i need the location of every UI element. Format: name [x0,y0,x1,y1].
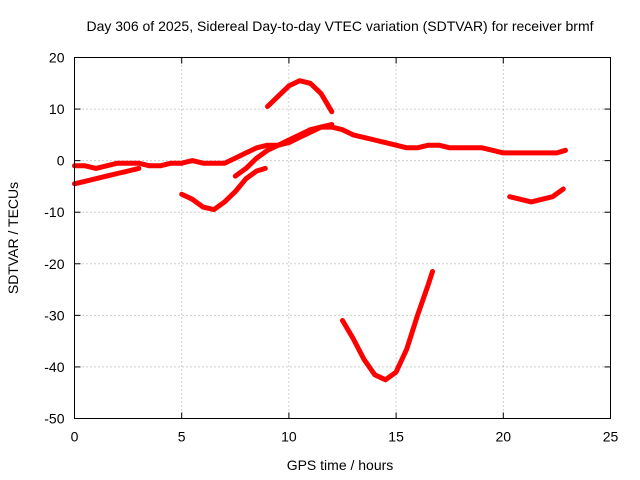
y-tick-label: 10 [49,101,65,117]
series-track-rise-9h [232,122,335,179]
x-axis-label: GPS time / hours [287,457,394,473]
series-track-deep-dip [340,269,435,383]
y-tick-label: -10 [44,204,64,220]
y-axis-label: SDTVAR / TECUs [5,182,21,294]
y-tick-label: -40 [44,359,64,375]
axis-ticks: 0 5 10 15 20 25 20 10 0 -10 -20 -30 -40 -50 [44,50,618,445]
x-tick-label: 10 [281,429,297,445]
x-tick-label: 20 [496,429,512,445]
series-track-main [72,124,568,171]
series-track-morning-low [72,165,142,187]
grid-lines [74,57,611,419]
y-tick-label: -50 [44,411,64,427]
y-tick-label: -30 [44,307,64,323]
x-tick-label: 0 [71,429,79,445]
data-series [72,78,568,383]
y-tick-label: 0 [57,153,65,169]
series-track-peak [265,78,335,115]
x-tick-label: 25 [603,429,619,445]
x-tick-label: 15 [388,429,404,445]
chart-title: Day 306 of 2025, Sidereal Day-to-day VTE… [86,18,593,34]
series-track-dip-morning [179,165,268,213]
plot-frame [74,57,611,419]
x-tick-label: 5 [178,429,186,445]
y-tick-label: 20 [49,50,65,66]
series-track-evening-dip [507,186,566,205]
y-tick-label: -20 [44,256,64,272]
